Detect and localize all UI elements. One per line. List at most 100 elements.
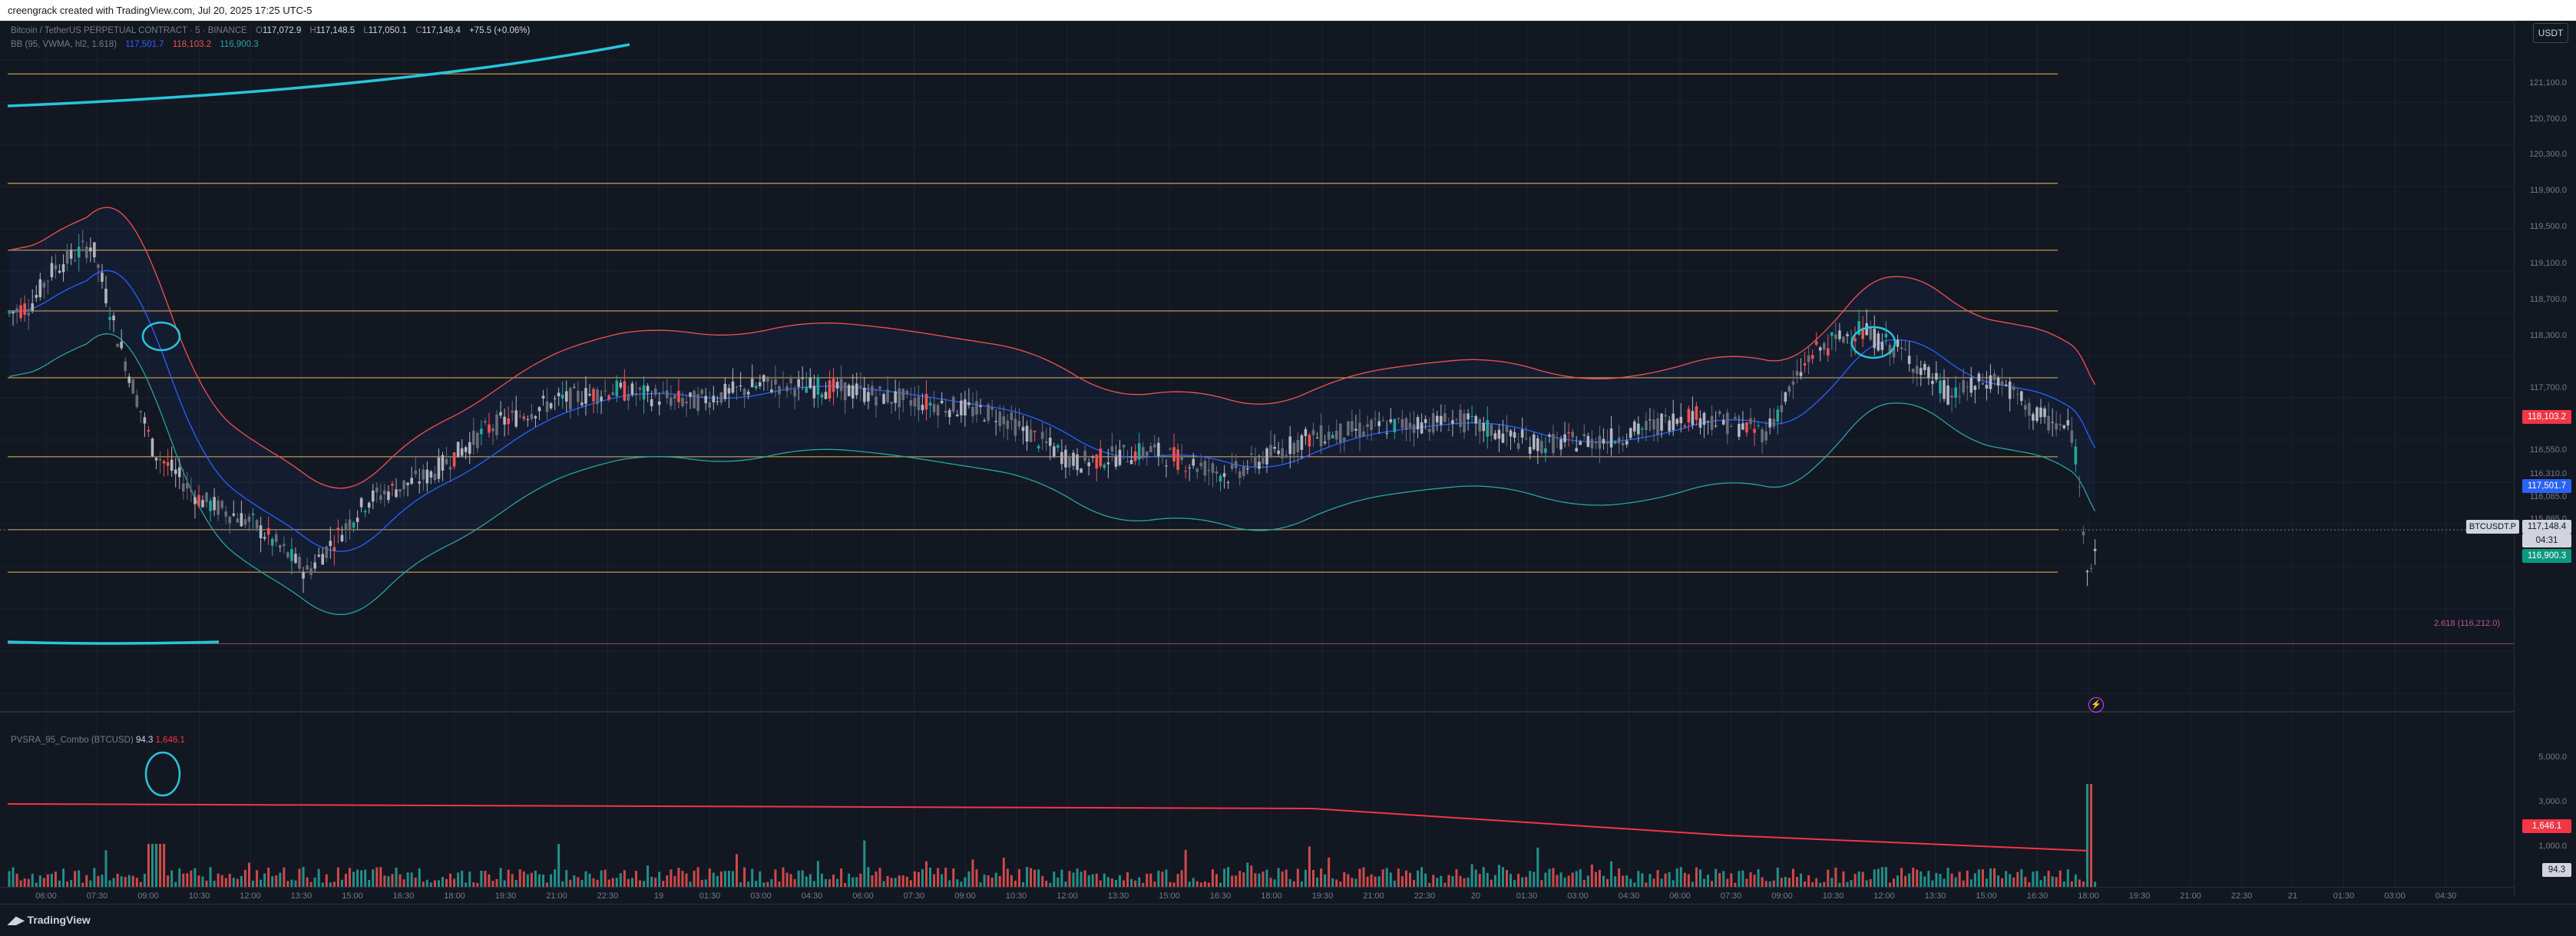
volume-bar (809, 874, 812, 888)
volume-bar (592, 878, 595, 888)
candle-body (414, 470, 417, 475)
candle-body (1440, 415, 1443, 425)
candle-body (619, 382, 623, 388)
volume-bar (433, 880, 436, 888)
candle-body (1888, 345, 1892, 355)
candle-body (1641, 428, 1644, 430)
candle-body (1969, 378, 1973, 393)
volume-bar (1072, 872, 1075, 888)
time-tick: 06:00 (852, 891, 874, 901)
volume-bar (1328, 857, 1331, 888)
candle-body (835, 382, 839, 389)
time-tick: 10:30 (1822, 891, 1844, 901)
volume-bar (70, 879, 73, 888)
pane-separator[interactable] (0, 711, 2576, 713)
candle-body (518, 415, 522, 417)
candle-body (1400, 418, 1404, 428)
volume-bar (1730, 873, 1733, 888)
volume-bar (537, 874, 541, 888)
candle-body (1006, 420, 1010, 429)
volume-bar (739, 882, 742, 888)
candle-body (147, 429, 150, 432)
candle-body (1652, 419, 1655, 430)
currency-button[interactable]: USDT (2533, 23, 2568, 43)
candle-body (1613, 442, 1617, 444)
candle-body (329, 541, 332, 547)
volume-bar (1358, 868, 1361, 888)
candle-body (73, 260, 77, 261)
candle-body (1435, 415, 1439, 423)
candle-body (1358, 422, 1361, 438)
footer: ◢▶ TradingView (0, 904, 2576, 936)
volume-bar (1428, 882, 1431, 888)
volume-bar (356, 869, 359, 888)
volume-bar (1149, 873, 1152, 888)
volume-bar (1165, 869, 1168, 888)
volume-bar (480, 871, 483, 888)
volume-bar (1308, 846, 1311, 888)
time-tick: 19:30 (2128, 891, 2151, 901)
volume-bar (1575, 871, 1578, 888)
volume-bar (1103, 873, 1106, 888)
candle-body (537, 407, 541, 412)
candle-body (1141, 447, 1145, 457)
volume-bar (1219, 882, 1222, 888)
candle-body (1698, 418, 1702, 428)
candle-body (1710, 415, 1714, 430)
candle-body (429, 471, 433, 478)
price-axis[interactable]: 121,100.0 120,700.0 120,300.0 119,900.0 119,… (2465, 21, 2576, 896)
candle-body (1877, 333, 1880, 351)
volume-bar (1436, 878, 1439, 888)
candle-body (584, 388, 587, 404)
volume-bar (1311, 869, 1314, 888)
volume-bar (402, 879, 405, 888)
time-tick: 03:00 (750, 891, 772, 901)
candle-body (1691, 411, 1695, 425)
volume-bar (766, 881, 769, 888)
volume-bar (1645, 882, 1648, 888)
volume-bar (859, 873, 862, 888)
volume-bar (1838, 882, 1841, 888)
candle-body (1226, 482, 1230, 484)
volume-bar (1389, 872, 1392, 888)
candle-body (1486, 420, 1490, 437)
candle-body (2066, 420, 2070, 426)
volume-bar (1057, 877, 1060, 888)
candle-body (964, 399, 967, 416)
volume-bar (1787, 878, 1791, 888)
alert-icon[interactable]: ⚡ (2088, 697, 2104, 713)
candle-body (1033, 431, 1037, 432)
candle-body (1347, 421, 1350, 436)
candle-body (170, 459, 174, 471)
time-tick: 01:30 (699, 891, 721, 901)
candle-body (1757, 425, 1760, 426)
chart-frame[interactable]: Bitcoin / TetherUS PERPETUAL CONTRACT · … (0, 21, 2576, 918)
candle-body (1687, 408, 1691, 423)
candle-body (101, 273, 104, 282)
ohlc-close: C117,148.4 (415, 26, 461, 35)
time-axis[interactable]: 06:00 07:30 09:00 10:30 12:00 13:30 15:00 16:30… (0, 887, 2515, 905)
main-chart-svg[interactable] (0, 21, 2515, 905)
candle-body (15, 308, 18, 313)
candle-body (1834, 334, 1837, 339)
candle-body (1903, 349, 1907, 351)
candle-body (1911, 369, 1915, 373)
candle-body (1262, 458, 1265, 464)
volume-bar (1711, 881, 1714, 888)
candle-body (325, 546, 329, 558)
volume-bar (1877, 868, 1880, 888)
candle-body (1556, 437, 1559, 438)
volume-bar (712, 872, 715, 888)
candle-body (1590, 438, 1594, 448)
candle-body (480, 428, 483, 435)
volume-bar (1904, 875, 1907, 888)
candle-body (901, 389, 905, 400)
bb-lower-value: 116,900.3 (220, 40, 259, 49)
candle-body (615, 380, 619, 397)
volume-bar (1664, 873, 1667, 888)
time-tick: 07:30 (903, 891, 925, 901)
volume-bar (820, 873, 823, 888)
volume-bar (1215, 874, 1218, 888)
candle-body (526, 419, 530, 421)
time-tick: 07:30 (1720, 891, 1742, 901)
